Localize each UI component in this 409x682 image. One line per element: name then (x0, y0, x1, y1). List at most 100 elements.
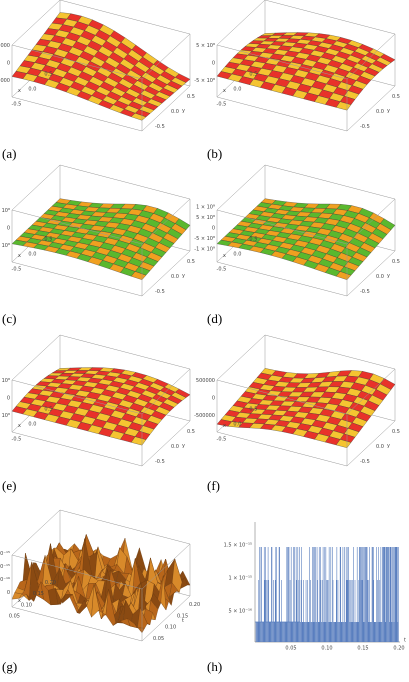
panel-label: (d) (207, 311, 222, 326)
box-edge (59, 334, 191, 370)
y-tick-label: -0.5 (360, 289, 370, 295)
box-edge (11, 209, 143, 245)
z-tick-label: 5 × 10⁸ (196, 43, 215, 49)
box-edge (141, 420, 191, 467)
panel-label: (e) (2, 478, 16, 493)
x-tick-label: 0.15 (33, 591, 44, 597)
box-edge (264, 334, 396, 370)
z-tick-label: -5 × 10⁸ (194, 78, 215, 84)
x-tick-label: 0.5 (44, 72, 52, 78)
x-tick-label: 0.0 (28, 252, 36, 258)
y-axis-label: y (387, 273, 390, 279)
y-tick-label: 0.5 (187, 94, 195, 100)
x-tick-label: 0.10 (321, 646, 332, 652)
y-tick-label: -0.5 (155, 124, 165, 130)
y-tick-label: -0.5 (360, 459, 370, 465)
box-edge (346, 198, 396, 245)
box-edge (216, 209, 348, 245)
panel: (a) 200000 0 -200000 -0.5 0.0 0.5 0.5 0.0 -0.5 x y (0, 0, 195, 161)
box-edge (141, 595, 191, 642)
box-edge (216, 96, 348, 132)
x-tick-label: -0.5 (12, 102, 22, 108)
x-tick-label: 0.05 (285, 646, 296, 652)
z-tick-label: 0 (7, 396, 10, 402)
x-axis-label: x (223, 423, 226, 429)
z-tick-label: 1 × 10⁹ (196, 205, 215, 211)
surface-patch (335, 271, 352, 280)
y-tick-label: -0.5 (360, 124, 370, 130)
y-axis-label: y (182, 443, 185, 449)
z-tick-label: 0 (212, 61, 215, 67)
x-tick-label: -0.5 (217, 102, 227, 108)
z-tick-label: -500000 (194, 413, 215, 419)
box-edge (216, 334, 266, 381)
z-tick-label: -1 × 10⁹ (194, 246, 215, 252)
z-tick-label: 5 × 10⁸ (0, 378, 10, 384)
panel-label: (h) (207, 659, 222, 674)
box-edge (346, 250, 396, 297)
box-edge (11, 96, 143, 132)
y-axis-label: y (182, 273, 185, 279)
z-tick-label: 5 × 10⁸ (196, 215, 215, 221)
y-tick-label: 0.5 (187, 429, 195, 435)
box-edge (11, 554, 143, 590)
y-axis-label: t (182, 618, 184, 624)
box-edge (264, 0, 396, 35)
y-tick-label: 5 × 10⁻¹⁶ (228, 609, 252, 615)
z-tick-label: 0 (7, 590, 10, 596)
box-edge (141, 198, 191, 245)
z-tick-label: 1 × 10⁻¹⁵ (0, 564, 10, 570)
x-tick-label: 0.5 (249, 72, 257, 78)
y-tick-label: 0.0 (171, 109, 179, 115)
x-axis-label: x (18, 423, 21, 429)
x-tick-label: 0.0 (28, 422, 36, 428)
panel-label: (a) (2, 146, 16, 161)
panel-label: (f) (207, 478, 220, 493)
box-edge (346, 85, 396, 132)
y-tick-label: 0.5 (187, 259, 195, 265)
y-tick-label: -0.5 (155, 289, 165, 295)
x-tick-label: 0.0 (233, 252, 241, 258)
y-tick-label: 1 × 10⁻¹⁵ (228, 576, 252, 582)
x-tick-label: 0.5 (249, 407, 257, 413)
panel: (h) 1.5 × 10⁻¹⁵ 1 × 10⁻¹⁵ 5 × 10⁻¹⁶ 0.05 0.10… (207, 522, 406, 674)
surface-patch (130, 436, 147, 446)
box-edge (11, 334, 61, 381)
panel: (g)1.5 × 10⁻¹⁵1 × 10⁻¹⁵5 × 10⁻¹⁶00.050.1… (0, 509, 200, 674)
x-tick-label: -0.5 (12, 437, 22, 443)
x-axis-label: t (404, 638, 406, 644)
z-tick-label: 0 (212, 226, 215, 232)
box-edge (11, 0, 61, 46)
z-tick-label: -5 × 10⁸ (194, 236, 215, 242)
x-tick-label: 0.5 (44, 407, 52, 413)
x-axis-label: x (18, 253, 21, 259)
x-tick-label: -0.5 (217, 437, 227, 443)
box-edge (216, 261, 348, 297)
box-edge (216, 431, 348, 467)
x-axis-label: x (18, 598, 21, 604)
x-tick-label: 0.0 (233, 87, 241, 93)
box-edge (11, 509, 61, 556)
y-tick-label: 0.20 (189, 602, 200, 608)
x-tick-label: -0.5 (12, 267, 22, 273)
box-edge (11, 164, 61, 211)
z-tick-label: 200000 (0, 43, 10, 49)
box-edge (216, 44, 348, 80)
y-tick-label: 0.0 (376, 444, 384, 450)
box-edge (59, 509, 191, 545)
box-edge (59, 0, 191, 35)
panel-label: (c) (2, 311, 16, 326)
panel: (b) 5 × 10⁸ 0 -5 × 10⁸ -0.5 0.0 0.5 0.5 0.0 -0.5 x… (194, 0, 400, 161)
z-tick-label: 5 × 10⁸ (0, 208, 10, 214)
y-tick-label: 0.5 (392, 429, 400, 435)
box-edge (216, 0, 266, 46)
x-axis-label: x (18, 88, 21, 94)
box-edge (59, 164, 191, 200)
y-tick-label: 0.0 (171, 444, 179, 450)
x-tick-label: 0.5 (249, 237, 257, 243)
box-edge (11, 44, 143, 80)
z-tick-label: -5 × 10⁸ (0, 243, 10, 249)
box-edge (141, 543, 191, 590)
x-tick-label: 0.20 (393, 646, 404, 652)
